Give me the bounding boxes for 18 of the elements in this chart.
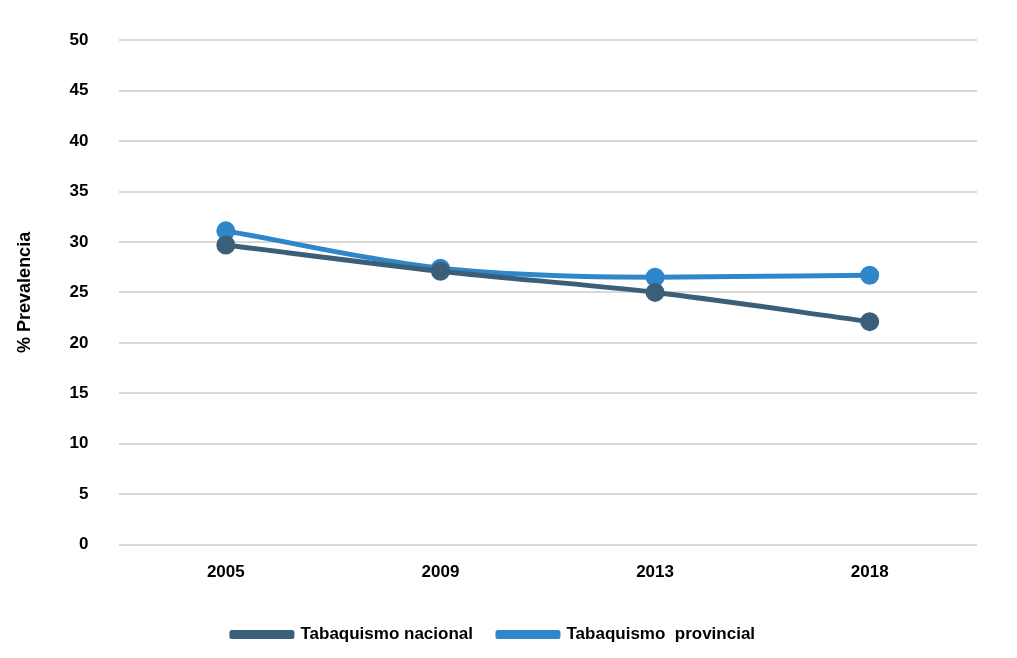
y-tick-label: 35	[69, 181, 89, 201]
y-tick-label: 0	[79, 534, 89, 554]
y-tick-label: 45	[69, 80, 89, 100]
y-tick-label: 50	[69, 29, 89, 49]
y-tick-label: 5	[79, 483, 89, 503]
y-axis-title: % Prevalencia	[13, 230, 34, 353]
y-tick-label: 25	[69, 282, 89, 302]
y-tick-label: 40	[69, 130, 89, 150]
x-tick-label: 2009	[421, 562, 460, 582]
y-tick-label: 30	[69, 231, 89, 251]
x-tick-label: 2005	[206, 562, 245, 582]
y-tick-label: 20	[69, 332, 89, 352]
legend-label: Tabaquismo nacional	[300, 624, 473, 644]
y-tick-label: 10	[69, 433, 89, 453]
legend-label: Tabaquismo provincial	[566, 624, 756, 644]
x-tick-label: 2013	[636, 562, 674, 582]
x-tick-label: 2018	[850, 562, 889, 582]
y-tick-label: 15	[69, 382, 89, 402]
